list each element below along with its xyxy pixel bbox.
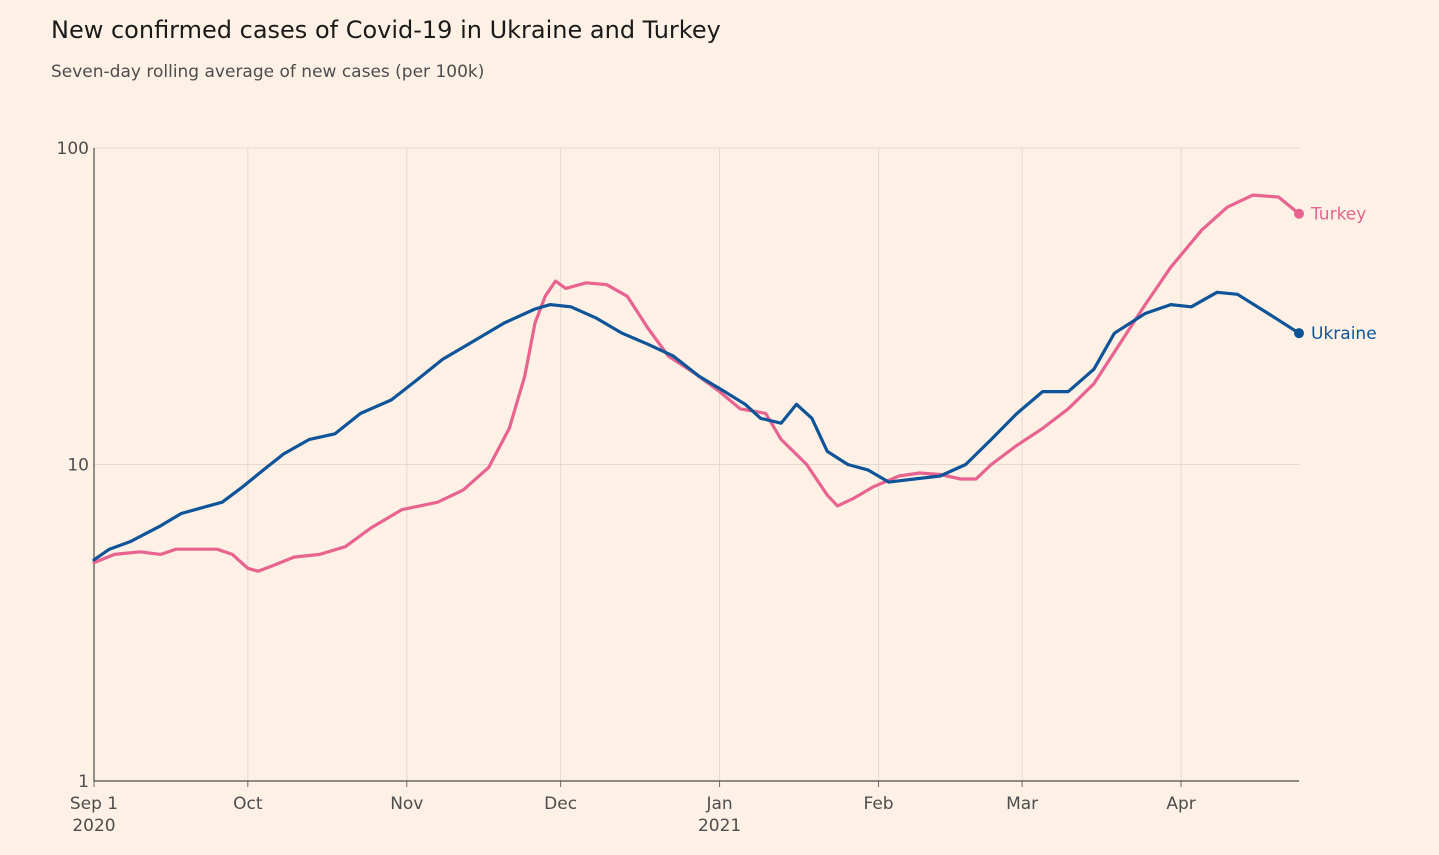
turkey-series-line <box>92 193 1301 573</box>
grid-layer <box>93 147 1299 782</box>
x-tick-label: Dec <box>544 794 577 814</box>
y-tick-label: 10 <box>67 456 89 476</box>
ukraine-series-line <box>92 290 1301 562</box>
x-tick-label: Feb <box>863 794 893 814</box>
chart-title: New confirmed cases of Covid-19 in Ukrai… <box>51 16 721 44</box>
y-tick-label: 1 <box>78 772 89 792</box>
x-tick-label: Apr <box>1166 794 1195 814</box>
ukraine-endpoint <box>1294 328 1304 339</box>
ukraine-series-label: Ukraine <box>1311 324 1377 344</box>
x-tick-label: Mar <box>1006 794 1038 814</box>
turkey-series-label: Turkey <box>1310 205 1366 225</box>
x-tick-label: Jan <box>705 794 732 814</box>
x-tick-label: Oct <box>233 794 263 814</box>
y-tick-label: 100 <box>57 139 89 159</box>
series-layer <box>92 193 1304 573</box>
x-tick-label: Nov <box>390 794 423 814</box>
x-tick-year-label: 2020 <box>72 816 115 836</box>
x-tick-label: Sep 1 <box>70 794 118 814</box>
x-tick-year-label: 2021 <box>698 816 741 836</box>
chart-subtitle: Seven-day rolling average of new cases (… <box>51 62 485 82</box>
label-layer: Turkey Ukraine <box>1310 205 1377 344</box>
turkey-endpoint <box>1294 208 1304 219</box>
